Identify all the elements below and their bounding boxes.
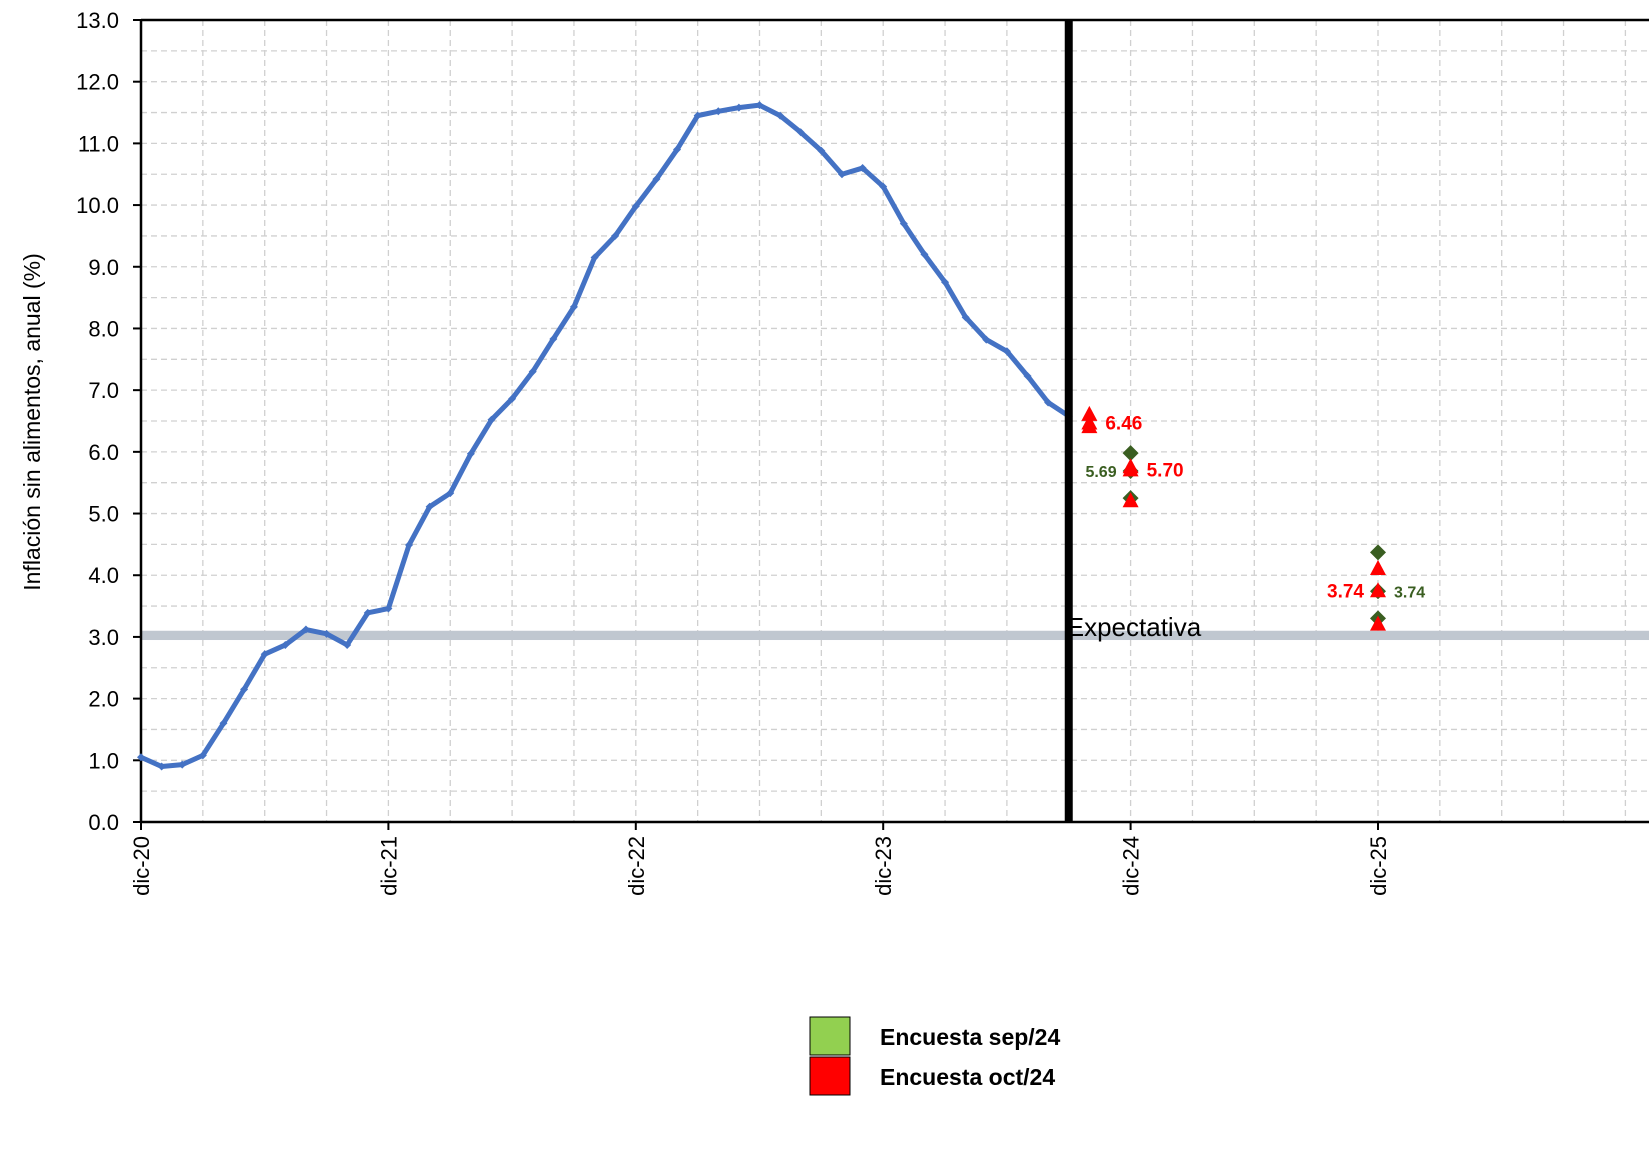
series-point bbox=[611, 231, 620, 240]
target-band-group bbox=[141, 630, 1649, 641]
y-tick-label: 9.0 bbox=[88, 255, 119, 280]
series-point bbox=[673, 145, 682, 154]
legend-swatch bbox=[809, 1016, 851, 1056]
series-point bbox=[260, 650, 269, 659]
y-tick-label: 12.0 bbox=[76, 70, 119, 95]
series-point bbox=[384, 604, 393, 613]
series-point bbox=[796, 128, 805, 137]
series-point bbox=[569, 302, 578, 311]
y-tick-label: 1.0 bbox=[88, 748, 119, 773]
survey-oct-label: 6.46 bbox=[1105, 413, 1142, 434]
survey-sep-label: 3.74 bbox=[1394, 584, 1425, 601]
y-tick-labels: 0.0 1.0 2.0 3.0 4.0 5.0 6.0 7.0 8.0 9.0 10.0 11.0 12… bbox=[76, 8, 119, 835]
x-tick-labels: dic-20 dic-21 dic-22 dic-23 dic-24 dic-25 bbox=[129, 836, 1391, 896]
y-tick-label: 6.0 bbox=[88, 440, 119, 465]
survey-markers: 5.69 3.74 6.46 5.70 3.74 bbox=[1081, 405, 1425, 631]
survey-oct-point bbox=[1081, 418, 1098, 434]
series-point bbox=[714, 107, 723, 116]
series-group bbox=[137, 101, 1073, 771]
x-tick-label: dic-23 bbox=[871, 836, 896, 896]
series-point bbox=[198, 751, 207, 760]
legend-swatch bbox=[809, 1056, 851, 1096]
series-point bbox=[240, 685, 249, 694]
survey-oct-point bbox=[1081, 405, 1098, 421]
series-point bbox=[693, 111, 702, 120]
series-point bbox=[405, 541, 414, 550]
series-point bbox=[982, 335, 991, 344]
series-line bbox=[138, 102, 1072, 769]
series-point bbox=[631, 202, 640, 211]
x-tick-label: dic-21 bbox=[376, 836, 401, 896]
series-point bbox=[487, 415, 496, 424]
legend-label: Encuesta oct/24 bbox=[880, 1064, 1055, 1090]
series-point bbox=[961, 313, 970, 322]
series-point bbox=[1023, 371, 1032, 380]
gridlines bbox=[141, 19, 1649, 822]
series-point bbox=[157, 762, 166, 771]
y-tick-label: 0.0 bbox=[88, 810, 119, 835]
series-point bbox=[755, 101, 764, 110]
series-point bbox=[322, 629, 331, 638]
series-point bbox=[301, 625, 310, 634]
survey-sep-point bbox=[1122, 445, 1139, 462]
series-point bbox=[941, 278, 950, 287]
series-point bbox=[1002, 347, 1011, 356]
series-point bbox=[343, 640, 352, 649]
series-point bbox=[858, 164, 867, 173]
series-point bbox=[528, 367, 537, 376]
survey-oct-point bbox=[1122, 492, 1139, 508]
series-point bbox=[837, 170, 846, 179]
survey-sep-label: 5.69 bbox=[1085, 464, 1116, 481]
series-point bbox=[363, 608, 372, 617]
series-point bbox=[446, 489, 455, 498]
y-tick-label: 5.0 bbox=[88, 502, 119, 527]
series-point bbox=[219, 719, 228, 728]
legend-label: Encuesta sep/24 bbox=[880, 1024, 1060, 1050]
survey-oct-point bbox=[1122, 461, 1139, 477]
y-tick-label: 10.0 bbox=[76, 193, 119, 218]
x-tick-label: dic-25 bbox=[1366, 836, 1391, 896]
series-point bbox=[425, 502, 434, 511]
series-point bbox=[879, 182, 888, 191]
series-point bbox=[466, 449, 475, 458]
y-tick-label: 2.0 bbox=[88, 687, 119, 712]
x-tick-label: dic-22 bbox=[624, 836, 649, 896]
series-point bbox=[178, 760, 187, 769]
series-point bbox=[281, 640, 290, 649]
survey-sep-point bbox=[1370, 544, 1386, 561]
axes bbox=[133, 18, 1649, 830]
expectation-label: Expectativa bbox=[1067, 612, 1202, 642]
survey-oct-label: 5.70 bbox=[1147, 460, 1184, 481]
series-point bbox=[734, 103, 743, 112]
series-point bbox=[817, 146, 826, 155]
legend: Encuesta sep/24 Encuesta oct/24 bbox=[809, 1016, 1060, 1096]
target-band bbox=[141, 630, 1649, 641]
x-tick-label: dic-20 bbox=[129, 836, 154, 896]
series-point bbox=[590, 253, 599, 262]
y-tick-label: 4.0 bbox=[88, 563, 119, 588]
series-point bbox=[137, 753, 145, 762]
x-tick-label: dic-24 bbox=[1119, 836, 1144, 896]
series-point bbox=[920, 250, 929, 259]
series-point bbox=[776, 111, 785, 120]
series-point bbox=[899, 219, 908, 228]
series-point bbox=[508, 394, 517, 403]
series-point bbox=[1044, 398, 1053, 407]
survey-oct-point bbox=[1370, 560, 1386, 576]
divider-group: Expectativa bbox=[1064, 20, 1202, 822]
y-tick-label: 8.0 bbox=[88, 316, 119, 341]
survey-oct-point bbox=[1370, 582, 1386, 598]
y-tick-label: 11.0 bbox=[78, 131, 119, 156]
series-point bbox=[652, 175, 661, 184]
survey-oct-point bbox=[1370, 615, 1386, 631]
y-tick-label: 7.0 bbox=[88, 378, 119, 403]
y-axis-title: Inflación sin alimentos, anual (%) bbox=[19, 253, 45, 591]
series-point bbox=[549, 334, 558, 343]
y-tick-label: 13.0 bbox=[76, 8, 119, 33]
survey-oct-label: 3.74 bbox=[1327, 581, 1364, 602]
y-tick-label: 3.0 bbox=[88, 625, 119, 650]
